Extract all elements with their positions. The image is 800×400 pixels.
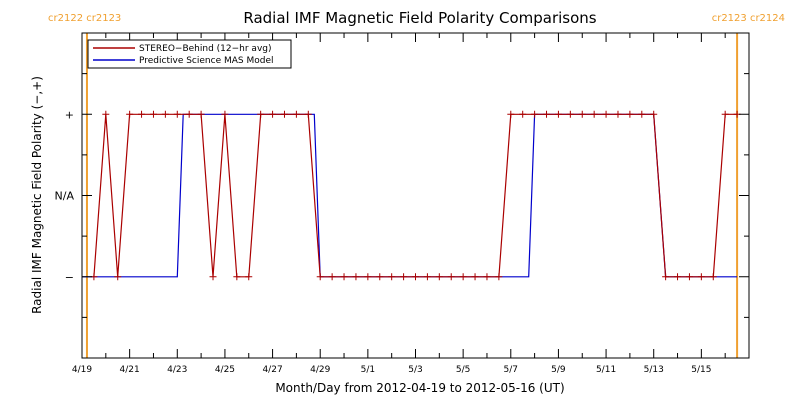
legend: STEREO−Behind (12−hr avg) Predictive Sci… xyxy=(87,39,292,69)
data-point-stereo-8 xyxy=(185,110,193,118)
data-point-stereo-17 xyxy=(292,110,300,118)
data-point-stereo-33 xyxy=(483,273,491,281)
data-point-stereo-11 xyxy=(221,110,229,118)
data-point-stereo-45 xyxy=(626,110,634,118)
data-point-stereo-13 xyxy=(245,273,253,281)
data-point-stereo-41 xyxy=(578,110,586,118)
data-point-stereo-3 xyxy=(126,110,134,118)
chart-title: Radial IMF Magnetic Field Polarity Compa… xyxy=(243,9,596,27)
x-tick-label: 5/5 xyxy=(456,365,470,375)
data-point-stereo-7 xyxy=(173,110,181,118)
y-tick-label: + xyxy=(65,108,74,121)
data-point-stereo-46 xyxy=(638,110,646,118)
data-point-stereo-27 xyxy=(412,273,419,281)
y-axis-label: Radial IMF Magnetic Field Polarity (−,+) xyxy=(30,76,44,314)
data-point-stereo-25 xyxy=(388,273,396,281)
x-tick-label: 5/9 xyxy=(551,365,566,375)
data-point-stereo-51 xyxy=(697,273,705,281)
x-tick-label: 4/21 xyxy=(120,365,140,375)
data-point-stereo-34 xyxy=(495,273,503,281)
data-point-stereo-5 xyxy=(149,110,157,118)
data-point-stereo-21 xyxy=(340,273,348,281)
data-point-stereo-52 xyxy=(709,273,717,281)
data-point-stereo-16 xyxy=(280,110,288,118)
data-point-stereo-12 xyxy=(233,273,241,281)
plot-frame xyxy=(81,32,750,359)
data-point-stereo-26 xyxy=(400,273,408,281)
data-point-stereo-6 xyxy=(161,110,169,118)
data-point-stereo-42 xyxy=(590,110,598,118)
data-point-stereo-40 xyxy=(566,110,574,118)
data-point-stereo-38 xyxy=(543,110,551,118)
x-tick-label: 4/25 xyxy=(215,365,235,375)
data-point-stereo-31 xyxy=(459,273,467,281)
data-point-stereo-24 xyxy=(376,273,384,281)
x-axis-label: Month/Day from 2012-04-19 to 2012-05-16 … xyxy=(275,381,564,395)
data-point-stereo-1 xyxy=(102,110,110,118)
x-tick-label: 4/19 xyxy=(72,365,92,375)
data-point-stereo-28 xyxy=(423,273,431,281)
data-point-stereo-29 xyxy=(435,273,443,281)
data-point-stereo-36 xyxy=(519,110,527,118)
data-point-stereo-14 xyxy=(257,110,265,118)
data-point-stereo-47 xyxy=(650,110,658,118)
data-point-stereo-39 xyxy=(554,110,562,118)
data-point-stereo-18 xyxy=(304,110,312,118)
x-tick-label: 5/7 xyxy=(504,365,518,375)
data-point-stereo-4 xyxy=(138,110,146,118)
x-tick-label: 4/27 xyxy=(262,365,282,375)
rotation-label-0: cr2122 cr2123 xyxy=(48,13,121,24)
data-point-stereo-53 xyxy=(721,110,729,118)
data-point-stereo-43 xyxy=(602,110,610,118)
data-point-stereo-48 xyxy=(662,273,670,281)
data-point-stereo-15 xyxy=(269,110,277,118)
data-point-stereo-10 xyxy=(209,273,217,281)
y-tick-label: − xyxy=(65,271,74,284)
legend-label-stereo: STEREO−Behind (12−hr avg) xyxy=(139,44,272,54)
data-point-stereo-9 xyxy=(197,110,205,118)
series-line-mas xyxy=(82,113,738,278)
x-tick-label: 5/1 xyxy=(361,365,375,375)
x-axis-ticks: 4/19 4/21 4/23 4/25 4/27 4/29 5/1 5/3 5/5 5/7 5/9 5… xyxy=(72,33,750,375)
data-point-stereo-50 xyxy=(685,273,693,281)
data-point-stereo-49 xyxy=(674,273,682,281)
x-tick-label: 4/29 xyxy=(310,365,330,375)
legend-box xyxy=(87,39,292,69)
x-tick-label: 5/11 xyxy=(596,365,616,375)
legend-label-mas: Predictive Science MAS Model xyxy=(139,56,274,66)
series-line-stereo xyxy=(93,113,738,278)
y-axis-ticks: + N/A − xyxy=(55,32,749,359)
series-group xyxy=(82,110,741,281)
data-point-stereo-30 xyxy=(447,273,455,281)
x-tick-label: 5/3 xyxy=(408,365,422,375)
x-tick-label: 5/13 xyxy=(644,365,664,375)
rotation-label-1: cr2123 cr2124 xyxy=(712,13,785,24)
data-point-stereo-32 xyxy=(471,273,479,281)
data-point-stereo-22 xyxy=(352,273,360,281)
x-tick-label: 4/23 xyxy=(167,365,187,375)
data-point-stereo-2 xyxy=(114,273,122,281)
data-point-stereo-35 xyxy=(507,110,515,118)
y-tick-label: N/A xyxy=(55,190,75,203)
data-point-stereo-44 xyxy=(614,110,622,118)
data-point-stereo-19 xyxy=(316,273,324,281)
data-point-stereo-23 xyxy=(364,273,372,281)
data-point-stereo-37 xyxy=(531,110,539,118)
data-point-stereo-20 xyxy=(328,273,336,281)
x-tick-label: 5/15 xyxy=(691,365,711,375)
